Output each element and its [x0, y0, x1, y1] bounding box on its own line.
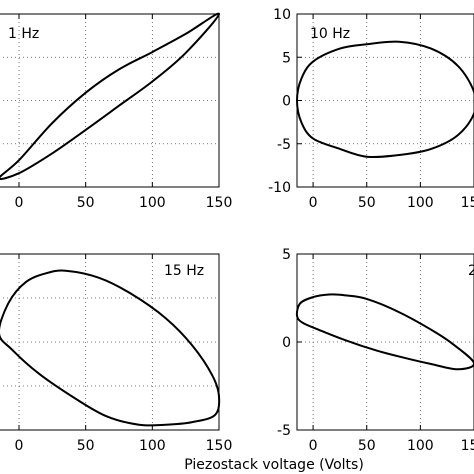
x-tick-label: 0: [15, 438, 24, 454]
plot-frame: [0, 13, 220, 188]
frequency-label: 10 Hz: [310, 26, 350, 42]
panel-1: 0 50 100 150 1 Hz: [0, 12, 233, 211]
plot-frame: [0, 253, 220, 431]
frequency-label: 15 Hz: [164, 263, 204, 279]
x-axis-title: Piezostack voltage (Volts): [184, 457, 364, 473]
x-tick-label: 50: [77, 195, 95, 211]
y-tick-label: 10: [273, 7, 291, 23]
frequency-label: 1 Hz: [8, 26, 39, 42]
x-tick-label: 100: [139, 195, 166, 211]
y-tick-label: -10: [268, 180, 291, 196]
y-tick-label: -5: [277, 423, 291, 439]
hysteresis-loop: [295, 293, 474, 371]
x-tick-label: 100: [407, 438, 434, 454]
y-tick-label: 5: [282, 247, 291, 263]
x-tick-label: 100: [407, 195, 434, 211]
hysteresis-loop: [0, 12, 221, 181]
x-tick-label: 50: [358, 438, 376, 454]
x-tick-label: 150: [461, 195, 474, 211]
hysteresis-loop: [296, 40, 474, 159]
hysteresis-loop: [0, 269, 221, 427]
x-tick-label: 150: [206, 195, 233, 211]
x-tick-label: 150: [206, 438, 233, 454]
panel-2: 0 50 100 150 -10 -5 0 5 10 10 Hz: [268, 7, 474, 211]
x-tick-label: 0: [309, 195, 318, 211]
x-tick-label: 150: [461, 438, 474, 454]
x-tick-label: 50: [358, 195, 376, 211]
y-tick-label: 0: [282, 94, 291, 110]
x-tick-label: 0: [15, 195, 24, 211]
y-tick-label: 0: [282, 335, 291, 351]
y-tick-label: 5: [282, 50, 291, 66]
panel-4: 0 50 100 150 -5 0 5 2: [277, 247, 474, 454]
x-tick-label: 100: [139, 438, 166, 454]
x-tick-label: 50: [77, 438, 95, 454]
frequency-label: 2: [468, 263, 474, 279]
panel-3: 0 50 100 150 15 Hz: [0, 253, 233, 454]
plot-frame: [296, 253, 474, 431]
y-tick-label: -5: [277, 137, 291, 153]
x-tick-label: 0: [309, 438, 318, 454]
